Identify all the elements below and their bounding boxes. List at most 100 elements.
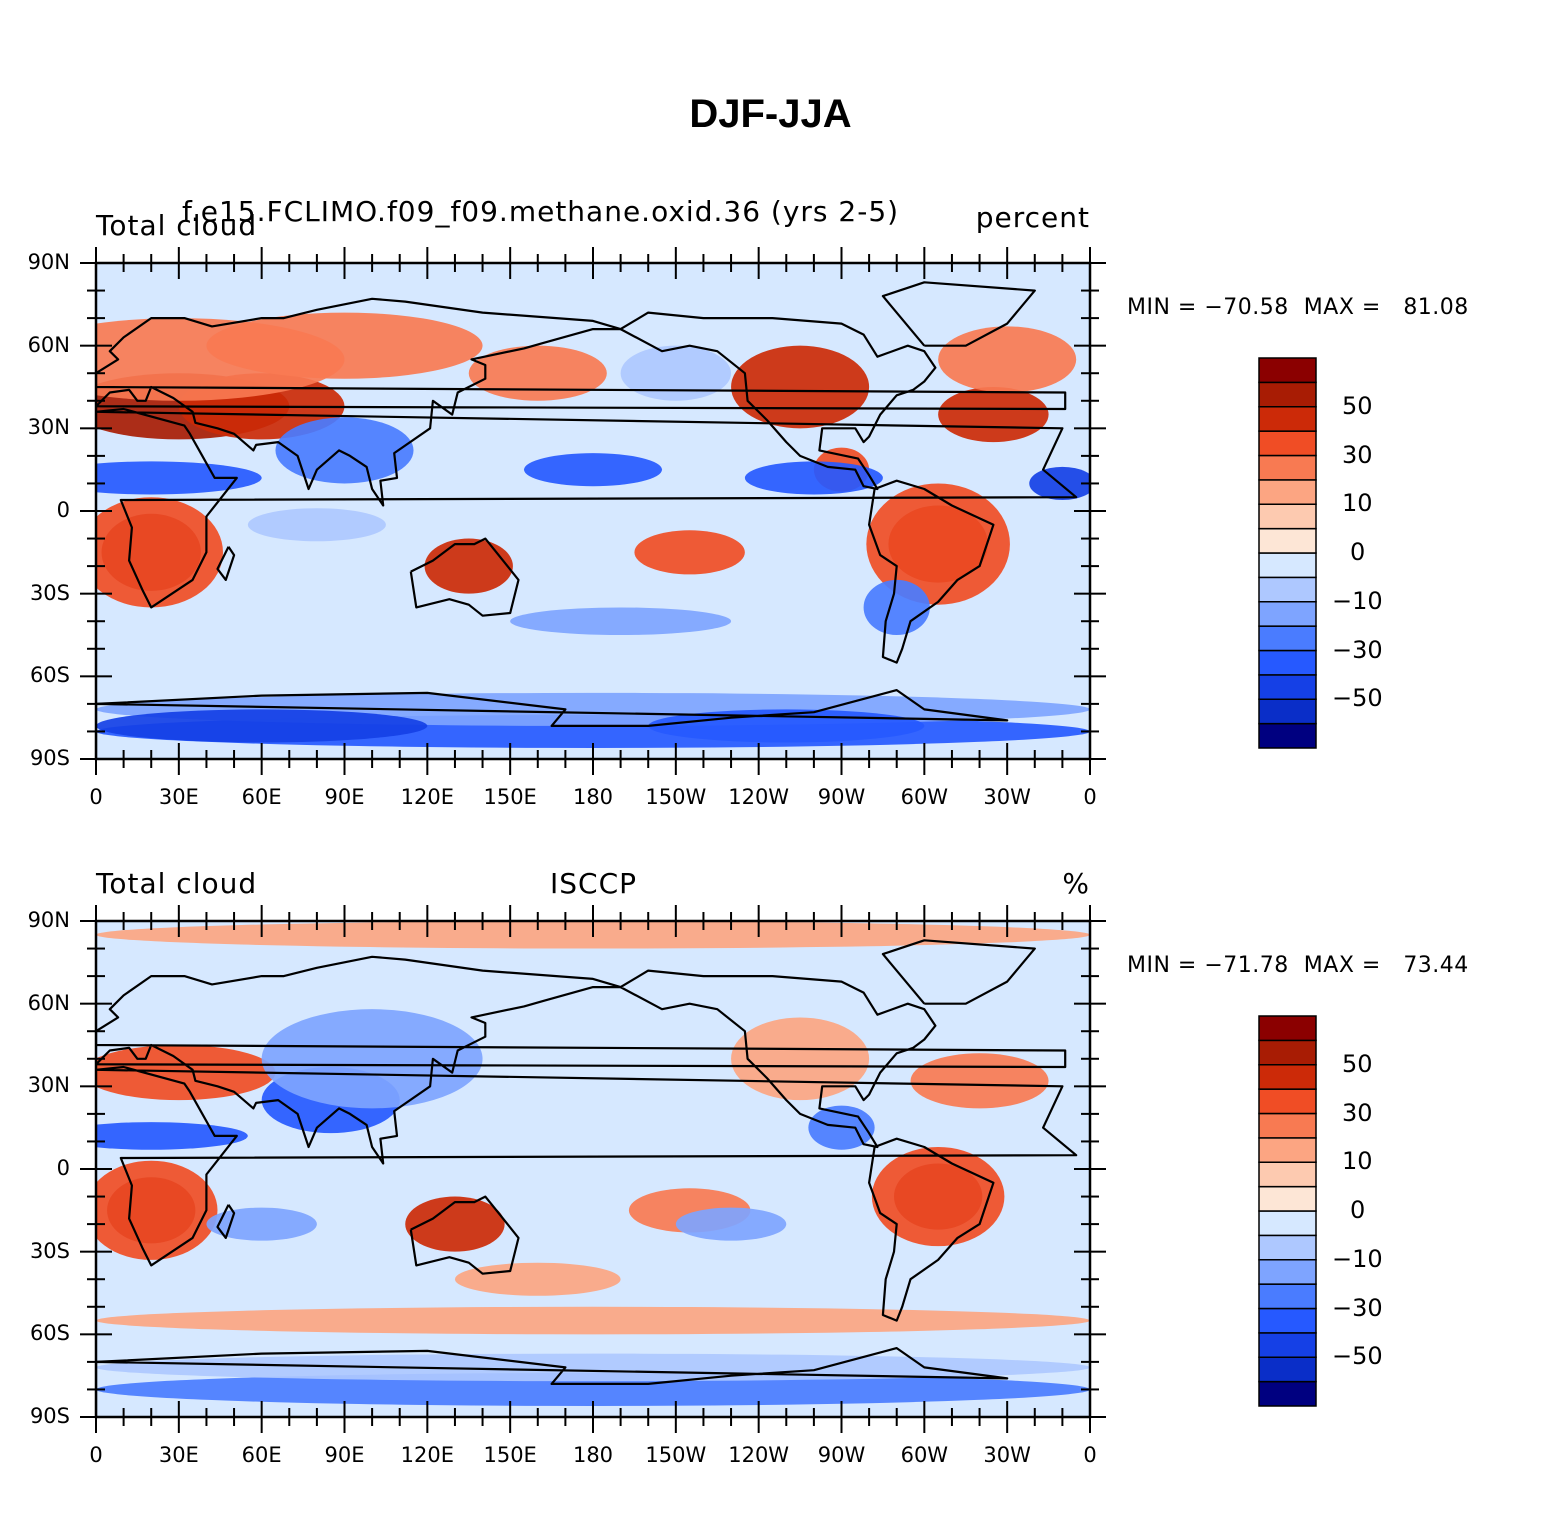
- min-value: −71.78: [1204, 953, 1289, 978]
- lat-tick-label: 90S: [29, 746, 70, 770]
- panel-model: Total cloud f.e15.FCLIMO.f09_f09.methane…: [0, 195, 1541, 855]
- colorbar-box: [1258, 1112, 1317, 1139]
- panel-left-title: Total cloud: [96, 867, 258, 900]
- coastline: [620, 969, 937, 1149]
- coastline: [409, 537, 520, 617]
- lon-tick-label: 120E: [400, 785, 454, 809]
- lat-tick-label: 30N: [27, 1073, 70, 1098]
- colorbar-box: [1258, 1039, 1317, 1066]
- colorbar-label: 0: [1350, 1196, 1366, 1224]
- field-contour: [96, 1353, 1090, 1382]
- panel-right-title: percent: [975, 201, 1090, 234]
- coastline: [216, 1204, 236, 1239]
- colorbar-box: [1258, 552, 1317, 579]
- lon-tick-label: 60W: [900, 1443, 949, 1467]
- colorbar-box: [1258, 601, 1317, 627]
- colorbar-box: [1258, 430, 1317, 457]
- lat-tick-label: 60N: [27, 332, 70, 357]
- colorbar-box: [1258, 674, 1317, 700]
- minmax-text: MIN = −70.58 MAX = 81.08: [1127, 295, 1469, 320]
- max-value: 73.44: [1403, 953, 1469, 978]
- lon-tick-label: 150W: [645, 785, 707, 809]
- lon-tick-label: 30E: [158, 1443, 199, 1467]
- colorbar-box: [1258, 722, 1317, 749]
- field-contour: [510, 607, 732, 635]
- minmax-text: MIN = −71.78 MAX = 73.44: [1127, 953, 1469, 978]
- lat-tick-label: 0: [56, 498, 70, 522]
- map-plot: [80, 905, 1317, 1433]
- figure-title: DJF-JJA: [689, 92, 852, 136]
- lat-tick-label: 30N: [27, 415, 70, 440]
- colorbar-box: [1258, 1088, 1317, 1115]
- lon-tick-label: 90E: [324, 1443, 365, 1467]
- lon-tick-label: 0: [1083, 785, 1097, 809]
- panel-observation: Total cloud ISCCP % MIN = −71.78 MAX = 7…: [0, 853, 1541, 1513]
- colorbar-box: [1258, 454, 1317, 481]
- coastline: [881, 281, 1036, 347]
- colorbar-label: −30: [1332, 635, 1383, 664]
- lon-tick-label: 30W: [983, 785, 1031, 809]
- field-contour: [938, 387, 1049, 443]
- lat-tick-label: 30S: [29, 1238, 70, 1263]
- colorbar-box: [1258, 479, 1317, 505]
- lat-tick-label: 90N: [27, 250, 70, 274]
- field-contour: [405, 1196, 505, 1252]
- field-contour: [620, 345, 732, 401]
- panel-left-title: Total cloud: [96, 209, 258, 242]
- lon-tick-label: 60E: [241, 1443, 282, 1467]
- field-contour: [261, 1009, 483, 1109]
- colorbar-label: 10: [1342, 1147, 1373, 1176]
- colorbar-label: 50: [1342, 391, 1373, 420]
- coastline: [96, 1065, 1078, 1267]
- colorbar-box: [1258, 406, 1317, 432]
- colorbar-label: −10: [1332, 1244, 1383, 1273]
- colorbar-box: [1258, 1234, 1317, 1261]
- coastline: [620, 311, 937, 491]
- colorbar-box: [1258, 1332, 1317, 1358]
- colorbar-box: [1258, 698, 1317, 725]
- lon-tick-label: 60W: [900, 785, 949, 809]
- field-contour: [871, 1146, 1005, 1247]
- lon-tick-label: 180: [572, 1443, 614, 1467]
- field-contour: [731, 345, 870, 429]
- lat-tick-label: 60N: [27, 990, 70, 1015]
- min-value: −70.58: [1204, 295, 1289, 320]
- field-contour: [247, 508, 386, 542]
- field-contour: [96, 461, 262, 495]
- colorbar-box: [1258, 381, 1317, 408]
- max-label: MAX =: [1303, 953, 1389, 978]
- colorbar-label: 30: [1342, 440, 1373, 469]
- lon-tick-label: 90E: [324, 785, 365, 809]
- coastline: [868, 1137, 995, 1322]
- lat-tick-label: 60S: [29, 1321, 70, 1346]
- coastline: [881, 939, 1036, 1005]
- field-contour: [454, 1262, 621, 1296]
- field-contour: [468, 345, 607, 401]
- colorbar-box: [1258, 1259, 1317, 1285]
- lon-tick-label: 180: [572, 785, 614, 809]
- colorbar-box: [1258, 527, 1317, 554]
- max-value: 81.08: [1403, 295, 1469, 320]
- colorbar-label: −50: [1332, 1342, 1383, 1371]
- field-contour: [96, 709, 428, 743]
- colorbar-box: [1258, 1161, 1317, 1188]
- field-contour: [523, 453, 663, 487]
- colorbar-label: 30: [1342, 1098, 1373, 1127]
- field-contour: [96, 1306, 1090, 1335]
- field-contour: [96, 497, 223, 608]
- coastline: [868, 479, 995, 664]
- colorbar-label: −10: [1332, 586, 1383, 615]
- lon-tick-label: 30E: [158, 785, 199, 809]
- field-contour: [634, 530, 745, 575]
- coastline: [409, 1195, 520, 1275]
- min-label: MIN =: [1127, 295, 1205, 320]
- colorbar-box: [1258, 357, 1317, 384]
- colorbar: [1258, 1015, 1317, 1407]
- lon-tick-label: 150W: [645, 1443, 707, 1467]
- field-contour: [424, 538, 513, 594]
- lat-tick-label: 60S: [29, 663, 70, 688]
- lon-tick-label: 90W: [817, 1443, 866, 1467]
- lon-tick-label: 90W: [817, 785, 866, 809]
- colorbar-label: 10: [1342, 489, 1373, 518]
- colorbar-box: [1258, 503, 1317, 530]
